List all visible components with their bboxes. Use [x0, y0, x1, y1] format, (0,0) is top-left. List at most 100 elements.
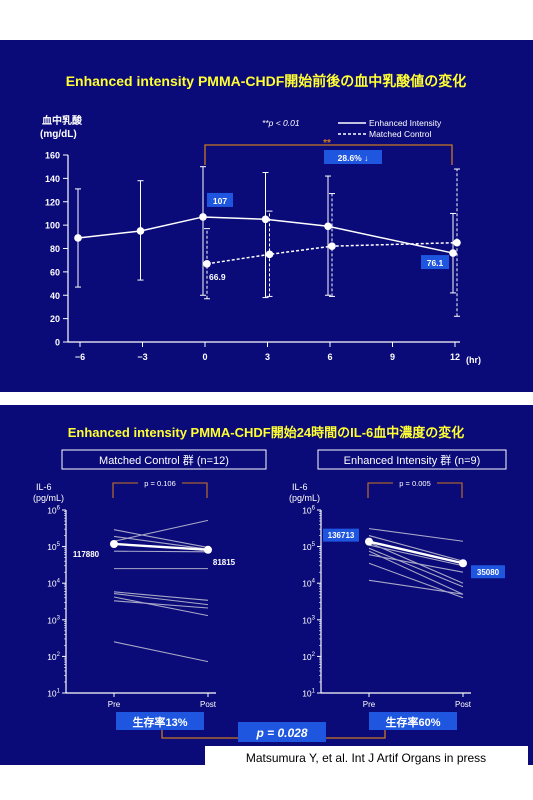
il6-x-tick-label: Pre	[363, 700, 376, 709]
mean-label: 117880	[73, 550, 100, 559]
mean-point	[110, 539, 118, 548]
il6-y-tick-exponent: 4	[57, 579, 61, 585]
data-label: 76.1	[427, 258, 444, 268]
x-tick-label: −3	[137, 352, 147, 362]
y-tick-label: 80	[50, 244, 60, 254]
y-tick-label: 100	[45, 221, 60, 231]
individual-patient-line	[368, 544, 464, 567]
y-tick-label: 160	[45, 151, 60, 161]
right-chart-header-box	[317, 449, 507, 470]
data-point	[199, 213, 207, 221]
right-ylabel-line2: (pg/mL)	[289, 493, 320, 503]
il6-y-tick-exponent: 5	[57, 542, 61, 548]
individual-patient-line	[113, 593, 209, 606]
il6-y-tick-exponent: 5	[312, 542, 316, 548]
series-line	[206, 241, 458, 265]
data-point	[453, 238, 461, 247]
il6-y-tick-exponent: 1	[312, 689, 316, 695]
individual-patient-line	[113, 641, 209, 663]
legend-series-2: Matched Control	[369, 129, 431, 139]
left-ylabel-line1: IL-6	[36, 482, 52, 492]
x-tick-label: 6	[327, 352, 332, 362]
top-ylabel-line2: (mg/dL)	[40, 129, 77, 140]
combined-pvalue: p = 0.028	[255, 726, 307, 740]
il6-y-tick-exponent: 2	[312, 652, 316, 658]
individual-patient-line	[113, 535, 209, 550]
il6-y-tick-exponent: 2	[57, 652, 61, 658]
right-pvalue-mask	[393, 477, 437, 488]
il6-x-tick-label: Post	[455, 700, 472, 709]
data-point	[328, 242, 336, 250]
left-il6-chart: 101 102 103 104 105 106 Pre Post 117880 81815	[47, 506, 235, 710]
il6-y-tick-exponent: 6	[312, 506, 316, 512]
mean-label-badge	[323, 528, 359, 542]
data-point	[136, 227, 145, 235]
individual-patient-line	[368, 535, 464, 562]
il6-y-tick-label: 105	[47, 542, 60, 552]
individual-patient-line	[368, 547, 464, 588]
series-line	[77, 216, 454, 254]
right-chart-header: Enhanced Intensity 群 (n=9)	[344, 453, 481, 467]
data-point	[203, 260, 211, 268]
right-pvalue: p = 0.005	[399, 479, 431, 488]
left-survival-label: 生存率13%	[132, 715, 187, 729]
top-significance: **p < 0.01	[262, 118, 300, 128]
individual-patient-line	[368, 554, 464, 573]
top-ylabel-line1: 血中乳酸	[42, 114, 83, 127]
reduction-badge	[324, 150, 382, 164]
legend-series-1: Enhanced Intensity	[369, 118, 442, 128]
il6-y-tick-label: 101	[302, 689, 315, 699]
data-point	[324, 222, 332, 231]
individual-patient-line	[113, 550, 209, 553]
y-tick-label: 40	[50, 291, 60, 301]
il6-y-tick-label: 104	[47, 579, 60, 589]
bracket-stars: **	[323, 138, 331, 149]
data-label-badge	[207, 192, 233, 207]
mean-label-badge	[471, 565, 505, 579]
il6-y-tick-exponent: 3	[312, 615, 316, 621]
left-survival-badge	[116, 712, 204, 730]
il6-x-tick-label: Pre	[108, 700, 121, 709]
individual-patient-line	[113, 600, 209, 609]
mean-label: 35080	[477, 568, 500, 577]
il6-y-tick-label: 106	[302, 506, 315, 516]
individual-patient-line	[368, 550, 464, 595]
top-title: Enhanced intensity PMMA-CHDF開始前後の血中乳酸値の変…	[66, 73, 467, 89]
mean-point	[365, 537, 373, 546]
data-point	[449, 249, 457, 257]
il6-y-tick-exponent: 4	[312, 579, 316, 585]
reduction-label: 28.6% ↓	[338, 153, 369, 163]
il6-y-tick-exponent: 6	[57, 506, 61, 512]
left-chart-header: Matched Control 群 (n=12)	[99, 453, 229, 467]
individual-patient-line	[113, 596, 209, 617]
data-label: 66.9	[209, 272, 226, 282]
x-tick-label: 12	[450, 352, 460, 362]
individual-patient-line	[113, 591, 209, 601]
top-legend: Enhanced Intensity Matched Control	[338, 118, 442, 139]
top-xunit: (hr)	[466, 355, 481, 365]
citation: Matsumura Y, et al. Int J Artif Organs i…	[246, 751, 486, 765]
right-ylabel-line1: IL-6	[292, 482, 308, 492]
y-tick-label: 0	[55, 338, 60, 348]
left-pvalue-bracket: p = 0.106	[112, 477, 208, 498]
il6-x-tick-label: Post	[200, 700, 217, 709]
mean-line	[113, 542, 209, 551]
il6-y-tick-exponent: 3	[57, 615, 61, 621]
il6-y-tick-label: 105	[302, 542, 315, 552]
x-tick-label: 3	[265, 352, 270, 362]
il6-y-tick-label: 103	[47, 615, 60, 625]
il6-y-tick-label: 102	[302, 652, 315, 662]
mean-label: 136713	[328, 531, 355, 540]
top-plot-area: 107 66.9 76.1	[74, 166, 461, 317]
data-label-badge	[421, 255, 449, 270]
data-point	[265, 250, 274, 259]
citation-box	[205, 746, 528, 768]
data-point	[74, 234, 82, 242]
il6-y-tick-label: 104	[302, 579, 315, 589]
top-x-ticks: −6 −3 0 3 6 9 12	[75, 342, 460, 362]
left-pvalue: p = 0.106	[144, 479, 176, 488]
y-tick-label: 20	[50, 314, 60, 324]
right-survival-label: 生存率60%	[385, 715, 440, 729]
mean-label: 81815	[213, 558, 236, 567]
